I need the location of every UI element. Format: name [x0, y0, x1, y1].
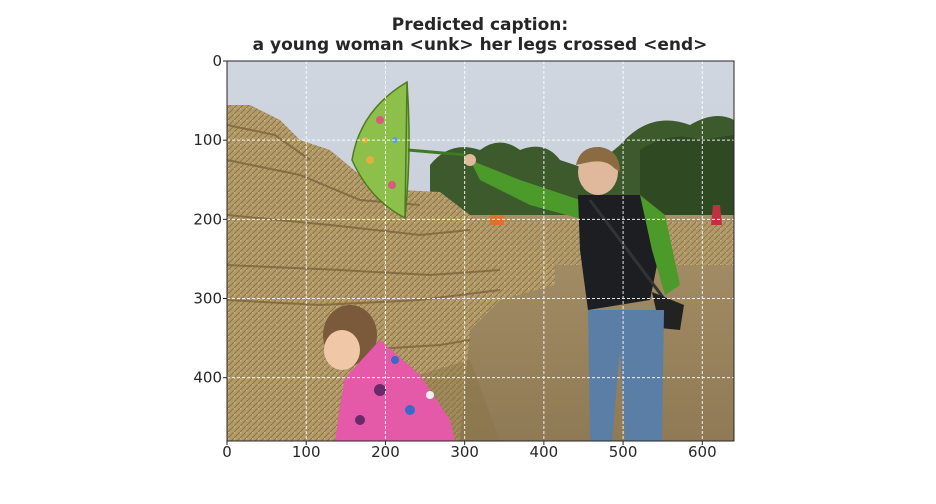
chart-subtitle: a young woman <unk> her legs crossed <en…	[253, 35, 708, 55]
y-tick-label: 400	[193, 369, 222, 387]
x-tick-label: 300	[450, 443, 479, 461]
bg-cone	[490, 215, 504, 225]
x-tick-label: 200	[371, 443, 400, 461]
child	[323, 305, 455, 441]
woman-vest	[578, 195, 660, 310]
x-tick-label: 400	[530, 443, 559, 461]
x-tick-label: 0	[222, 443, 232, 461]
y-axis: 0 100 200 300 400	[193, 52, 227, 387]
photo	[227, 61, 734, 441]
x-tick-label: 100	[292, 443, 321, 461]
plot-frame	[226, 60, 735, 442]
woman	[464, 146, 684, 441]
x-tick-label: 500	[609, 443, 638, 461]
child-jacket	[335, 340, 455, 441]
x-tick-label: 600	[688, 443, 717, 461]
trees-dark	[640, 135, 734, 220]
y-tick-label: 0	[212, 52, 222, 70]
bg-person	[711, 205, 722, 225]
child-face	[324, 330, 360, 370]
x-axis: 0 100 200 300 400 500 600	[222, 441, 717, 461]
y-tick-label: 300	[193, 290, 222, 308]
woman-jeans	[588, 310, 664, 441]
umbrella	[351, 80, 467, 220]
y-tick-label: 200	[193, 210, 222, 228]
woman-sleeve	[640, 195, 680, 295]
y-tick-label: 100	[193, 131, 222, 149]
woman-arm	[470, 160, 585, 220]
chart-title: Predicted caption:	[392, 15, 568, 35]
